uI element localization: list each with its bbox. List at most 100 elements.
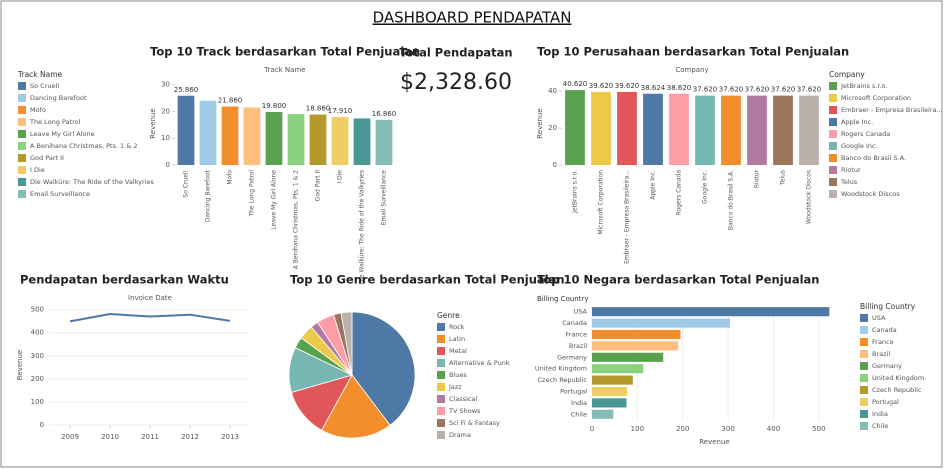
bar [591,91,611,165]
bar [592,375,633,385]
y-tick-label: United Kingdom [535,365,587,373]
bar [243,107,261,165]
legend-label: Google Inc. [841,142,878,150]
legend-label: Metal [449,347,467,355]
bar [669,93,689,165]
value-label: 37.620 [771,86,796,94]
pie-slice [340,311,353,376]
legend-label: Alternative & Punk [449,359,510,367]
legend-swatch [18,118,26,126]
legend-swatch [18,178,26,186]
legend-swatch [860,350,868,358]
y-tick-label: India [571,399,587,407]
y-tick-label: Canada [562,319,587,327]
legend-swatch [437,419,445,427]
y-tick-label: 0 [40,421,44,429]
x-tick-label: Rogers Canada [676,170,683,216]
bar [199,100,217,165]
x-tick-label: 0 [590,425,594,433]
value-label: 37.620 [719,86,744,94]
bar [592,307,830,317]
legend-label: India [872,410,888,418]
x-tick-label: Woodstock Discos [806,170,813,224]
bar [695,95,715,165]
legend-label: Apple Inc. [841,118,873,126]
x-axis-title: Company [675,66,708,74]
legend-label: Rogers Canada [841,130,890,138]
y-tick-label: Brazil [569,342,587,350]
x-tick-label: 400 [767,425,780,433]
legend-swatch [18,130,26,138]
bar [773,95,793,165]
legend-label: Woodstock Discos [841,190,900,198]
value-label: 39.620 [615,82,640,90]
value-label: 37.620 [745,86,770,94]
legend-label: Chile [872,422,888,430]
legend-swatch [860,398,868,406]
value-label: 37.620 [693,86,718,94]
value-label: 21.860 [218,96,243,104]
kpi-value: $2,328.60 [400,70,512,95]
legend-label: Email Surveillance [30,190,90,198]
legend-label: Embraer - Empresa Brasileira... [841,106,943,114]
legend-label: Portugal [872,398,899,406]
legend-label: Classical [449,395,477,403]
legend-swatch [437,359,445,367]
legend-swatch [860,362,868,370]
legend-swatch [18,142,26,150]
x-tick-label: Leave My Girl Alone [271,170,278,230]
x-tick-label: Dancing Barefoot [205,169,212,222]
y-tick-label: 500 [31,306,44,314]
y-tick-label: 10 [161,134,170,142]
legend-label: Latin [449,335,465,343]
x-tick-label: Google Inc. [702,170,709,204]
chart-title: Top 10 Track berdasarkan Total Penjualan [150,45,420,59]
bar [643,93,663,165]
legend-label: France [872,338,894,346]
chart-title: Top 10 Negara berdasarkan Total Penjuala… [537,273,820,287]
dashboard-title: DASHBOARD PENDAPATAN [373,9,572,27]
bar [721,95,741,165]
legend-swatch [829,190,837,198]
bar [592,386,627,397]
x-tick-label: 2011 [141,433,159,441]
y-tick-label: 20 [161,107,170,115]
legend-swatch [829,154,837,162]
x-tick-label: Mofo [227,170,234,185]
legend-label: Canada [872,326,897,334]
legend-swatch [18,106,26,114]
y-tick-label: Chile [571,410,587,418]
legend-title: Billing Country [860,302,916,311]
y-tick-label: 100 [31,398,44,406]
bar [592,318,730,328]
x-tick-label: Apple Inc. [650,170,657,200]
bar [799,95,819,165]
legend-swatch [829,178,837,186]
legend-swatch [437,371,445,379]
legend-label: Drama [449,431,471,439]
value-label: 38.624 [641,84,666,92]
legend-title: Company [829,70,865,79]
x-tick-label: 2013 [221,433,239,441]
legend-label: United Kingdom [872,374,924,382]
legend-label: Telus [840,178,858,186]
y-axis-title: Revenue [149,108,157,139]
legend-label: So Cruel! [30,82,60,90]
legend-label: Banco do Brasil S.A. [841,154,906,162]
value-label: 38.620 [667,84,692,92]
legend-label: Germany [872,362,902,370]
x-tick-label: The Long Patrol [249,170,256,218]
legend-swatch [829,130,837,138]
y-tick-label: 40 [548,87,557,95]
x-tick-label: 500 [812,425,825,433]
x-axis-title: Track Name [263,66,305,74]
x-tick-label: So Cruel! [183,170,190,198]
legend-title: Track Name [17,70,63,79]
legend-swatch [829,94,837,102]
legend-label: Die Walküre: The Ride of the Valkyries [30,178,154,186]
chart-title: Top 10 Perusahaan berdasarkan Total Penj… [537,45,849,59]
x-tick-label: 2012 [181,433,199,441]
legend-swatch [18,166,26,174]
legend-label: Jazz [448,383,462,391]
legend-label: TV Shows [448,407,481,415]
